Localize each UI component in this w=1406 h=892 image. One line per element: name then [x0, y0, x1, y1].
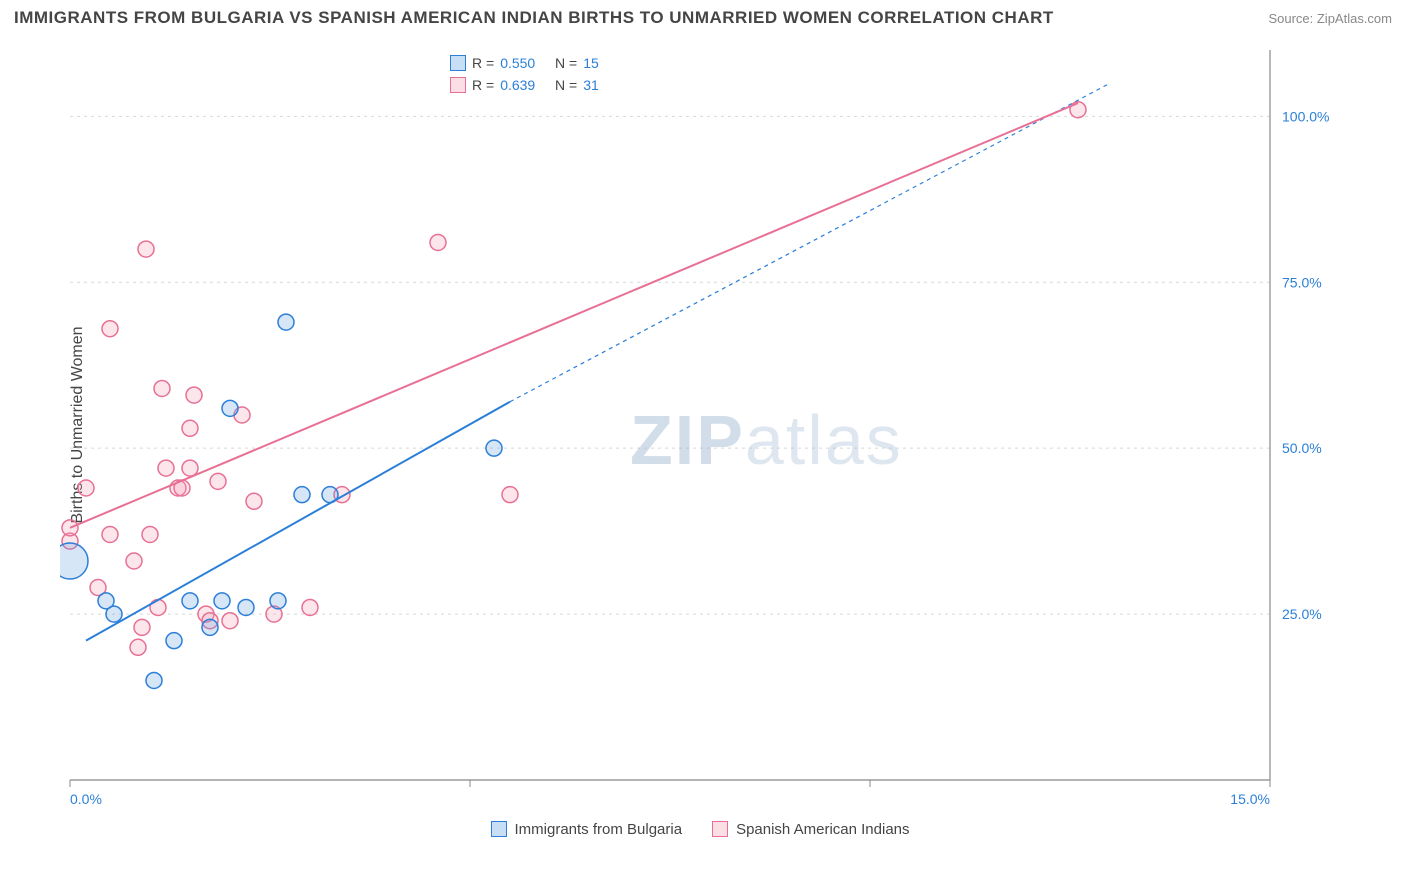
square-icon [450, 77, 466, 93]
scatter-chart: 25.0% 50.0% 75.0% 100.0% 0.0% 15.0% [60, 40, 1340, 810]
r-value: 0.550 [500, 52, 535, 74]
source-name: ZipAtlas.com [1317, 11, 1392, 26]
legend-item-blue: Immigrants from Bulgaria [491, 821, 683, 838]
n-value: 31 [583, 74, 599, 96]
legend-row-blue: R = 0.550 N = 15 [450, 52, 599, 74]
r-label: R = [472, 74, 494, 96]
correlation-legend: R = 0.550 N = 15 R = 0.639 N = 31 [440, 48, 609, 100]
square-icon [450, 55, 466, 71]
source-attribution: Source: ZipAtlas.com [1268, 11, 1392, 26]
chart-title: IMMIGRANTS FROM BULGARIA VS SPANISH AMER… [14, 8, 1054, 28]
svg-text:15.0%: 15.0% [1230, 791, 1270, 807]
n-label: N = [555, 52, 577, 74]
legend-item-pink: Spanish American Indians [712, 821, 909, 838]
title-bar: IMMIGRANTS FROM BULGARIA VS SPANISH AMER… [0, 0, 1406, 28]
svg-text:0.0%: 0.0% [70, 791, 102, 807]
series-legend: Immigrants from Bulgaria Spanish America… [60, 814, 1340, 844]
svg-text:50.0%: 50.0% [1282, 440, 1322, 456]
n-value: 15 [583, 52, 599, 74]
legend-row-pink: R = 0.639 N = 31 [450, 74, 599, 96]
square-icon [491, 821, 507, 837]
square-icon [712, 821, 728, 837]
svg-text:100.0%: 100.0% [1282, 108, 1329, 124]
r-value: 0.639 [500, 74, 535, 96]
n-label: N = [555, 74, 577, 96]
source-prefix: Source: [1268, 11, 1316, 26]
plot-area: Births to Unmarried Women 25.0%50.0%75.0… [60, 40, 1340, 810]
legend-label: Immigrants from Bulgaria [515, 821, 683, 838]
svg-text:25.0%: 25.0% [1282, 606, 1322, 622]
r-label: R = [472, 52, 494, 74]
legend-label: Spanish American Indians [736, 821, 909, 838]
svg-text:75.0%: 75.0% [1282, 274, 1322, 290]
